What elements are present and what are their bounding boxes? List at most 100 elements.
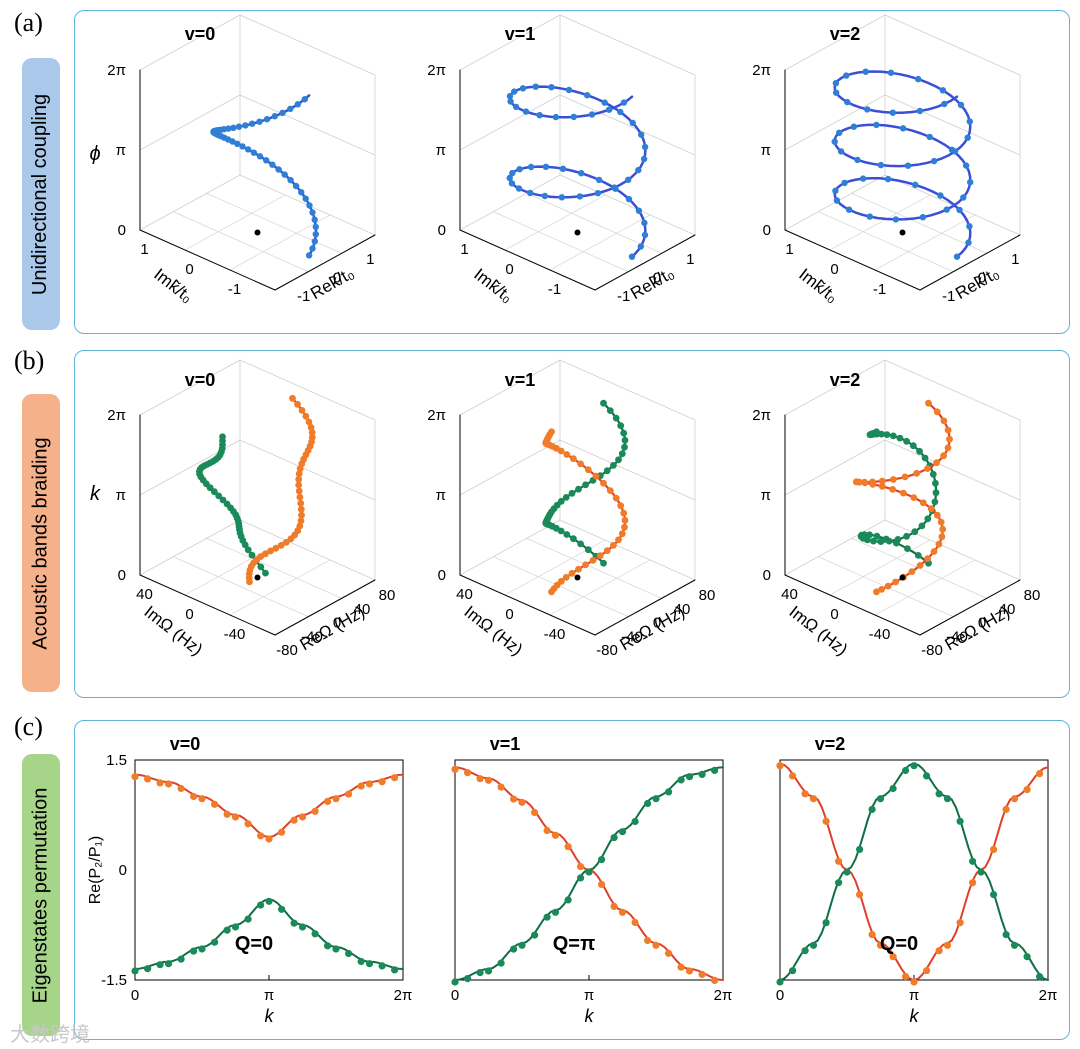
origin-marker (574, 229, 581, 236)
grid-line (784, 519, 886, 576)
band-orange-points-point (302, 412, 310, 420)
band-orange-points-point (568, 569, 576, 577)
braid-points (506, 83, 649, 260)
band-orange-points-point (878, 477, 886, 485)
band-green-points (857, 428, 940, 567)
braid-points-point (873, 121, 880, 129)
series-orange-points-point (223, 810, 231, 818)
band-orange-points-point (297, 499, 305, 507)
x-tick-label: 1 (1011, 251, 1019, 268)
series-orange-points-point (868, 931, 876, 939)
grid-line (459, 439, 561, 496)
band-orange-points-point (869, 478, 876, 486)
depth-tick-label: 40 (781, 586, 798, 603)
x-tick-label: 0 (333, 270, 341, 287)
series-green-points-point (144, 965, 152, 973)
braid-points-point (635, 166, 642, 174)
depth-tick-label: 40 (136, 586, 153, 603)
series-orange-points-point (902, 973, 910, 981)
braid-points-point (837, 148, 845, 155)
series-orange-points-point (652, 941, 660, 949)
braid-points-point (943, 206, 950, 213)
band-green-points-point (863, 536, 871, 544)
x-tick-label: 80 (1024, 587, 1041, 604)
braid-points-point (275, 166, 282, 173)
x-tick-label: -1 (942, 288, 955, 305)
braid-points-point (516, 166, 523, 173)
band-green-points-point (904, 545, 911, 552)
braid-points-point (234, 140, 241, 147)
series-green-points-point (1023, 953, 1031, 961)
x-tick-label: -40 (301, 628, 323, 645)
z-tick-label: 2π (427, 62, 446, 79)
x-tick-label: 0 (653, 615, 661, 632)
braid-points-point (522, 108, 530, 115)
depth-axis-label: ImΩ (Hz) (141, 602, 207, 659)
series-green-points-point (164, 960, 173, 968)
x-tick-label: -80 (276, 642, 298, 659)
series-orange-points-point (644, 936, 652, 945)
panel-label-c: (c) (14, 712, 43, 741)
series-orange-points-point (1023, 786, 1031, 794)
braid-points-point (887, 69, 895, 77)
band-orange-points-point (935, 540, 943, 548)
series-green-points-point (531, 931, 539, 939)
series-green-points-point (332, 945, 340, 953)
braid-points-point (637, 243, 644, 250)
x-axis-label: k (265, 1006, 275, 1026)
grid-line (884, 519, 1021, 581)
series-orange-points-point (618, 908, 627, 916)
braid-points-point (250, 149, 258, 156)
braid-points-point (287, 176, 294, 184)
series-green-points (131, 897, 399, 975)
series-green-points-point (902, 766, 910, 775)
band-green-points-point (562, 494, 570, 501)
braid-points-point (570, 113, 577, 121)
origin-marker (254, 574, 261, 581)
series-orange-points-point (1036, 770, 1044, 778)
band-orange-points-point (878, 586, 885, 593)
series-green-points-point (543, 913, 551, 921)
braid-points-point (836, 129, 843, 136)
series-green-points-point (776, 978, 784, 986)
origin-marker (899, 574, 906, 581)
grid-line (139, 519, 241, 576)
braid-points-point (512, 103, 520, 111)
series-orange-points-point (531, 808, 539, 817)
series-orange-points-point (231, 813, 240, 821)
x-axis-label: k (585, 1006, 595, 1026)
braid-points-point (641, 143, 649, 151)
watermark: 大数跨境 (10, 1024, 90, 1046)
grid-line (526, 538, 662, 599)
series-orange-points-point (956, 919, 964, 927)
y-tick-label: 1.5 (106, 752, 127, 769)
series-green-points-point (677, 776, 685, 784)
series-green-points-point (244, 915, 252, 923)
grid-line (239, 519, 376, 581)
series-green-points-point (464, 975, 472, 983)
band-green-points-point (615, 456, 622, 464)
band-green-points-point (600, 399, 607, 407)
braid-points-point (294, 101, 301, 108)
braid-points-point (953, 253, 961, 260)
series-green-points-point (198, 945, 206, 953)
series-orange-points-point (357, 782, 365, 790)
z-tick-label: 0 (763, 567, 771, 584)
x-axis-label: k (910, 1006, 920, 1026)
band-orange-points-point (940, 452, 947, 460)
series-green-points-point (577, 874, 585, 882)
series-green-points-point (497, 959, 505, 967)
braid-points-point (263, 157, 270, 164)
band-orange-points-point (606, 487, 614, 494)
x-tick-label: -40 (621, 628, 643, 645)
band-green-points-point (889, 432, 897, 440)
braid-points-point (831, 138, 838, 145)
grid-line (239, 439, 376, 501)
series-orange-points-point (685, 967, 694, 975)
band-green-points-point (883, 431, 891, 438)
axis-line (784, 229, 921, 291)
band-orange-points-point (925, 399, 932, 407)
series-orange-points-point (484, 776, 493, 784)
band-orange-points-point (267, 547, 274, 555)
